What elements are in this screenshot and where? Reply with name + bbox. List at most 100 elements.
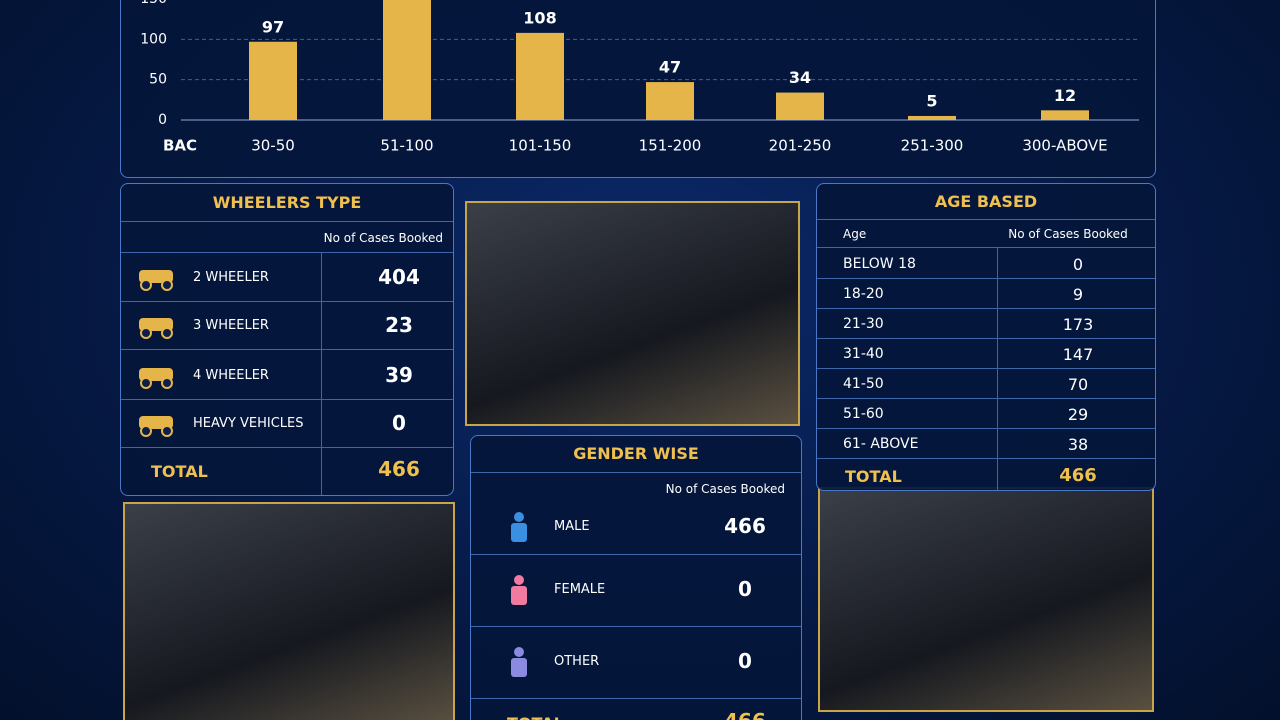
icon-wheel	[161, 327, 173, 339]
row-line	[121, 252, 453, 253]
panel-title: AGE BASED	[817, 184, 1155, 220]
icon-wheel	[140, 327, 152, 339]
chart: 050100150BAC9730-5016351-100108101-15047…	[140, 0, 1139, 155]
total-value: 466	[695, 709, 795, 720]
row-label: 21-30	[843, 316, 884, 332]
icon	[139, 368, 173, 389]
row-value: 147	[1062, 345, 1094, 364]
icon-body	[511, 658, 527, 677]
x-tick-label: 300-ABOVE	[1022, 137, 1107, 155]
row-label: 4 WHEELER	[193, 368, 269, 383]
icon-head	[514, 511, 524, 522]
bar	[516, 32, 564, 120]
row-label: HEAVY VEHICLES	[193, 416, 304, 431]
row-value: 0	[392, 411, 406, 435]
x-tick-label: 101-150	[509, 137, 572, 155]
row-label: 31-40	[843, 346, 884, 362]
icon	[511, 511, 527, 542]
icon-wheel	[140, 279, 152, 291]
y-tick-label: 150	[140, 0, 167, 7]
gender-panel: GENDER WISE No of Cases Booked MALE 466 FEMA…	[470, 435, 802, 720]
panel-title: GENDER WISE	[471, 436, 801, 473]
row-line	[471, 626, 801, 627]
bar	[383, 0, 431, 120]
icon	[511, 647, 527, 677]
data-label: 5	[926, 91, 937, 110]
icon	[139, 416, 173, 437]
row-line	[121, 301, 453, 302]
column-header: Age	[843, 227, 867, 241]
photo	[818, 487, 1154, 712]
bar	[908, 115, 956, 120]
row-line	[817, 308, 1155, 309]
row-line	[817, 278, 1155, 279]
row-value: 0	[738, 577, 752, 601]
row-value: 404	[378, 265, 420, 289]
column-header: No of Cases Booked	[323, 231, 443, 245]
row-value: 466	[724, 513, 766, 538]
bar	[1041, 110, 1089, 120]
row-line	[817, 428, 1155, 429]
row-line	[121, 349, 453, 350]
row-label: 61- ABOVE	[843, 436, 919, 452]
row-label: FEMALE	[554, 582, 606, 597]
icon-wheel	[161, 425, 173, 437]
row-label: 51-60	[843, 406, 884, 422]
row-line	[817, 368, 1155, 369]
row-line	[471, 698, 801, 699]
row-value: 0	[738, 649, 752, 673]
row-label: 41-50	[843, 376, 884, 392]
bac-panel: 050100150BAC9730-5016351-100108101-15047…	[120, 0, 1156, 178]
row-label: BELOW 18	[843, 256, 916, 272]
icon-head	[514, 575, 524, 585]
row-label: 3 WHEELER	[193, 318, 269, 333]
row-value: 39	[385, 363, 413, 387]
row-line	[471, 554, 801, 555]
total-label: TOTAL	[507, 714, 564, 720]
row-line	[121, 447, 453, 448]
row-line	[817, 247, 1155, 248]
icon	[511, 575, 527, 605]
row-label: OTHER	[554, 654, 600, 669]
bar	[249, 41, 297, 120]
icon	[139, 270, 173, 291]
data-label: 97	[262, 17, 284, 36]
total-value: 466	[378, 457, 420, 481]
x-tick-label: 151-200	[639, 137, 702, 155]
column-header: No of Cases Booked	[665, 482, 785, 496]
data-label: 34	[789, 68, 811, 87]
wheelers-panel: WHEELERS TYPE No of Cases Booked 2 WHEELER…	[120, 183, 454, 496]
y-tick-label: 0	[158, 112, 167, 128]
total-label: TOTAL	[845, 467, 902, 486]
age-panel: AGE BASED Age No of Cases Booked BELOW 18 0 1…	[816, 183, 1156, 491]
icon-wheel	[140, 377, 152, 389]
row-value: 0	[1072, 255, 1084, 274]
x-tick-label: 30-50	[251, 137, 295, 155]
icon-wheel	[140, 425, 152, 437]
row-value: 70	[1067, 375, 1089, 394]
icon-head	[514, 647, 524, 657]
photo	[123, 502, 455, 720]
photo	[465, 201, 800, 426]
panel-title: WHEELERS TYPE	[121, 184, 453, 222]
icon-body	[511, 586, 527, 605]
total-value: 466	[1059, 465, 1097, 486]
row-value: 173	[1062, 315, 1094, 334]
col-line	[321, 252, 322, 495]
data-label: 47	[659, 58, 681, 77]
row-line	[817, 398, 1155, 399]
icon-wheel	[161, 377, 173, 389]
row-value: 29	[1067, 405, 1089, 424]
row-value: 9	[1072, 285, 1084, 304]
data-label: 12	[1054, 86, 1076, 105]
row-line	[121, 399, 453, 400]
column-header: No of Cases Booked	[1008, 227, 1128, 241]
icon	[139, 318, 173, 339]
y-tick-label: 100	[140, 31, 167, 47]
row-label: 18-20	[843, 286, 884, 302]
bar	[776, 92, 824, 120]
row-value: 38	[1067, 435, 1089, 454]
icon-body	[511, 522, 527, 542]
x-tick-label: 51-100	[380, 137, 433, 155]
